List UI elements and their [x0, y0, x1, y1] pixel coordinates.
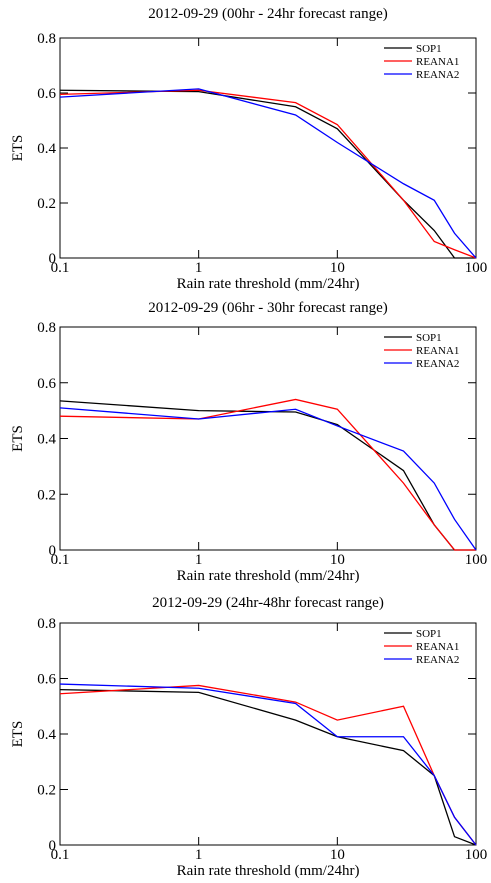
y-tick-label: 0.4 — [37, 727, 56, 743]
plot-frame — [59, 622, 477, 846]
series-line — [59, 89, 476, 259]
y-axis-label: ETS — [10, 721, 26, 748]
x-tick-label: 0.1 — [51, 260, 70, 276]
y-tick-label: 0.8 — [37, 616, 56, 632]
x-tick-label: 100 — [465, 552, 488, 568]
legend-label: REANA1 — [416, 641, 459, 653]
legend-label: REANA1 — [416, 56, 459, 68]
series-line — [59, 684, 477, 846]
chart-title: 2012-09-29 (24hr-48hr forecast range) — [152, 595, 384, 611]
y-tick-label: 0.2 — [37, 196, 56, 212]
x-tick-label: 0.1 — [51, 847, 70, 863]
x-axis-label: Rain rate threshold (mm/24hr) — [177, 863, 360, 879]
y-tick-label: 0 — [49, 543, 57, 559]
legend-label: SOP1 — [416, 43, 442, 55]
series-line — [59, 688, 477, 846]
y-tick-label: 0 — [49, 251, 57, 267]
x-tick-label: 1 — [195, 552, 203, 568]
legend-label: REANA1 — [416, 345, 459, 357]
series-line — [59, 400, 476, 551]
y-tick-label: 0 — [49, 838, 57, 854]
x-axis-label: Rain rate threshold (mm/24hr) — [177, 276, 360, 292]
series-line — [59, 398, 476, 551]
legend-label: REANA2 — [416, 654, 459, 666]
y-tick-label: 0.4 — [37, 141, 56, 157]
y-tick-label: 0.8 — [37, 31, 56, 47]
x-tick-label: 1 — [195, 847, 203, 863]
series-line — [59, 683, 477, 846]
x-tick-label: 1 — [195, 260, 203, 276]
plot-frame — [59, 326, 477, 551]
y-tick-label: 0.6 — [37, 672, 56, 688]
x-axis-label: Rain rate threshold (mm/24hr) — [177, 568, 360, 584]
series-line — [59, 89, 477, 259]
y-axis-label: ETS — [10, 135, 26, 162]
legend-label: REANA2 — [416, 358, 459, 370]
x-tick-label: 10 — [330, 552, 345, 568]
legend-label: SOP1 — [416, 628, 442, 640]
x-tick-label: 0.1 — [51, 552, 70, 568]
y-axis-label: ETS — [10, 425, 26, 452]
legend-label: REANA2 — [416, 69, 459, 81]
x-tick-label: 10 — [330, 847, 345, 863]
y-tick-label: 0.2 — [37, 783, 56, 799]
chart-title: 2012-09-29 (00hr - 24hr forecast range) — [148, 6, 388, 22]
series-line — [59, 88, 477, 259]
legend-label: SOP1 — [416, 332, 442, 344]
y-tick-label: 0.6 — [37, 86, 56, 102]
y-tick-label: 0.8 — [37, 320, 56, 336]
chart-title: 2012-09-29 (06hr - 30hr forecast range) — [148, 300, 388, 316]
plot-frame — [59, 37, 477, 259]
x-tick-label: 10 — [330, 260, 345, 276]
x-tick-label: 100 — [465, 847, 488, 863]
y-tick-label: 0.6 — [37, 376, 56, 392]
x-tick-label: 100 — [465, 260, 488, 276]
series-line — [59, 407, 477, 551]
y-tick-label: 0.4 — [37, 432, 56, 448]
y-tick-label: 0.2 — [37, 487, 56, 503]
